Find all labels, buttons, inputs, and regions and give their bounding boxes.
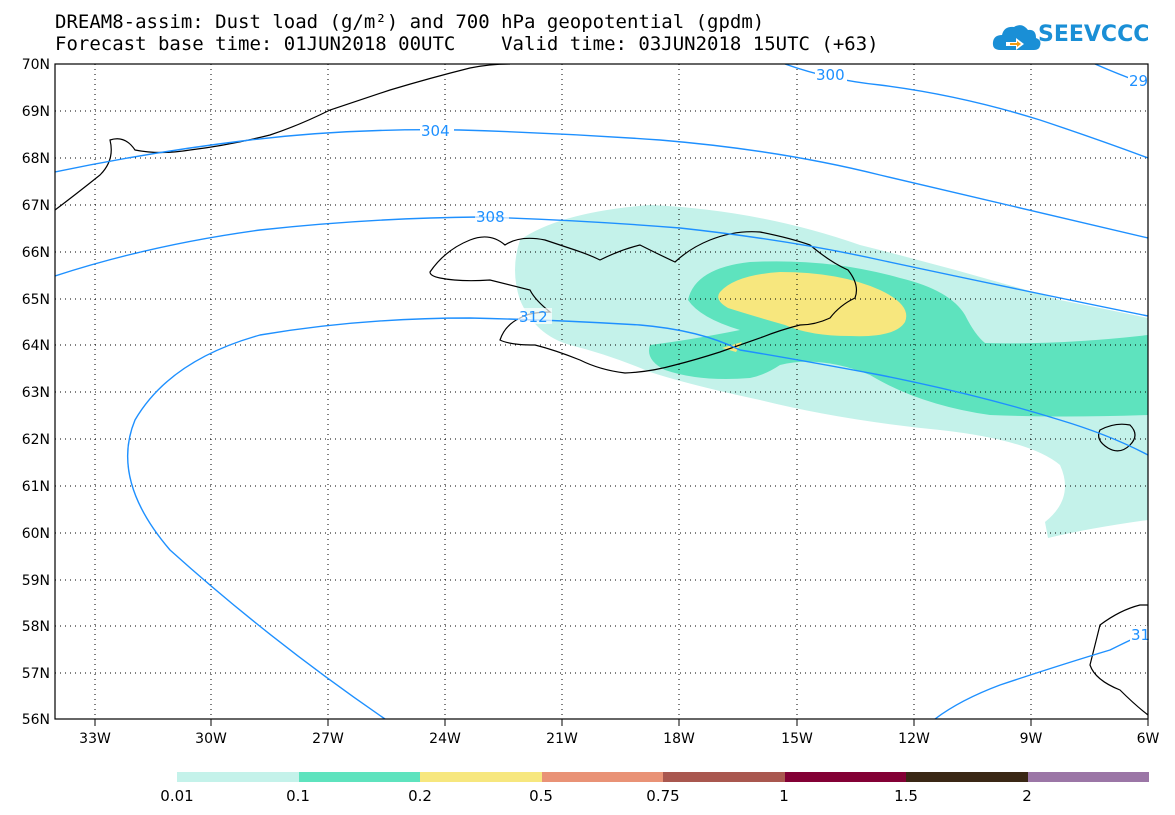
- dust-region-high: [718, 272, 907, 352]
- contour-304: [55, 129, 1148, 239]
- lon-label: 12W: [898, 731, 930, 747]
- lat-label: 68N: [22, 151, 50, 167]
- lat-label: 67N: [22, 198, 50, 214]
- colorbar: [177, 772, 1149, 782]
- colorbar-segment: [541, 772, 663, 782]
- colorbar-label: 0.5: [529, 787, 553, 805]
- lon-label: 18W: [663, 731, 695, 747]
- contour-label: 312: [519, 308, 548, 326]
- colorbar-segment: [906, 772, 1028, 782]
- colorbar-label: 2: [1022, 787, 1032, 805]
- dust-region-light: [515, 205, 1148, 538]
- lat-label: 60N: [22, 526, 50, 542]
- contour-label: 29: [1129, 72, 1148, 90]
- forecast-time-subtitle: Forecast base time: 01JUN2018 00UTC Vali…: [55, 33, 879, 55]
- lon-label: 30W: [195, 731, 227, 747]
- lat-label: 66N: [22, 245, 50, 261]
- scotland-coast: [1089, 604, 1148, 716]
- latitude-labels: 70N 69N 68N 67N 66N 65N 64N 63N 62N 61N …: [22, 57, 50, 728]
- lon-label: 27W: [312, 731, 344, 747]
- seevccc-logo: SEEVCCC: [1038, 22, 1150, 47]
- lat-lon-grid: [55, 64, 1148, 719]
- lat-label: 64N: [22, 338, 50, 354]
- lat-label: 57N: [22, 666, 50, 682]
- lon-label: 15W: [781, 731, 813, 747]
- lon-label: 24W: [429, 731, 461, 747]
- colorbar-segment: [420, 772, 542, 782]
- lat-label: 56N: [22, 712, 50, 728]
- colorbar-label: 0.75: [646, 787, 680, 805]
- lon-label: 33W: [79, 731, 111, 747]
- colorbar-label: 1.5: [894, 787, 918, 805]
- colorbar-label: 0.01: [160, 787, 194, 805]
- lat-label: 63N: [22, 385, 50, 401]
- lat-label: 62N: [22, 432, 50, 448]
- contour-label: 300: [816, 66, 845, 84]
- colorbar-label: 0.1: [286, 787, 310, 805]
- colorbar-label: 0.2: [408, 787, 432, 805]
- lat-label: 69N: [22, 104, 50, 120]
- contour-label: 31: [1131, 626, 1150, 644]
- colorbar-segment: [298, 772, 420, 782]
- lon-label: 9W: [1020, 731, 1043, 747]
- lat-label: 65N: [22, 292, 50, 308]
- map-title: DREAM8-assim: Dust load (g/m²) and 700 h…: [55, 11, 765, 33]
- cloud-icon: [992, 25, 1041, 50]
- longitude-labels: 33W 30W 27W 24W 21W 18W 15W 12W 9W 6W: [79, 731, 1159, 747]
- lat-label: 61N: [22, 479, 50, 495]
- lat-label: 58N: [22, 619, 50, 635]
- map-frame: [54, 63, 1149, 720]
- contour-316: [934, 631, 1148, 719]
- colorbar-segment: [177, 772, 299, 782]
- contour-label: 304: [421, 122, 450, 140]
- lat-label: 59N: [22, 573, 50, 589]
- colorbar-segment: [784, 772, 906, 782]
- lon-label: 21W: [546, 731, 578, 747]
- faroe-coast: [1098, 423, 1136, 452]
- contour-label: 308: [476, 208, 505, 226]
- contour-308: [55, 216, 1148, 317]
- colorbar-segment: [663, 772, 785, 782]
- geopotential-contours: [55, 64, 1148, 719]
- colorbar-segment: [1027, 772, 1149, 782]
- lon-label: 6W: [1137, 731, 1160, 747]
- colorbar-label: 1: [779, 787, 789, 805]
- lat-label: 70N: [22, 57, 50, 73]
- contour-312: [126, 317, 1148, 719]
